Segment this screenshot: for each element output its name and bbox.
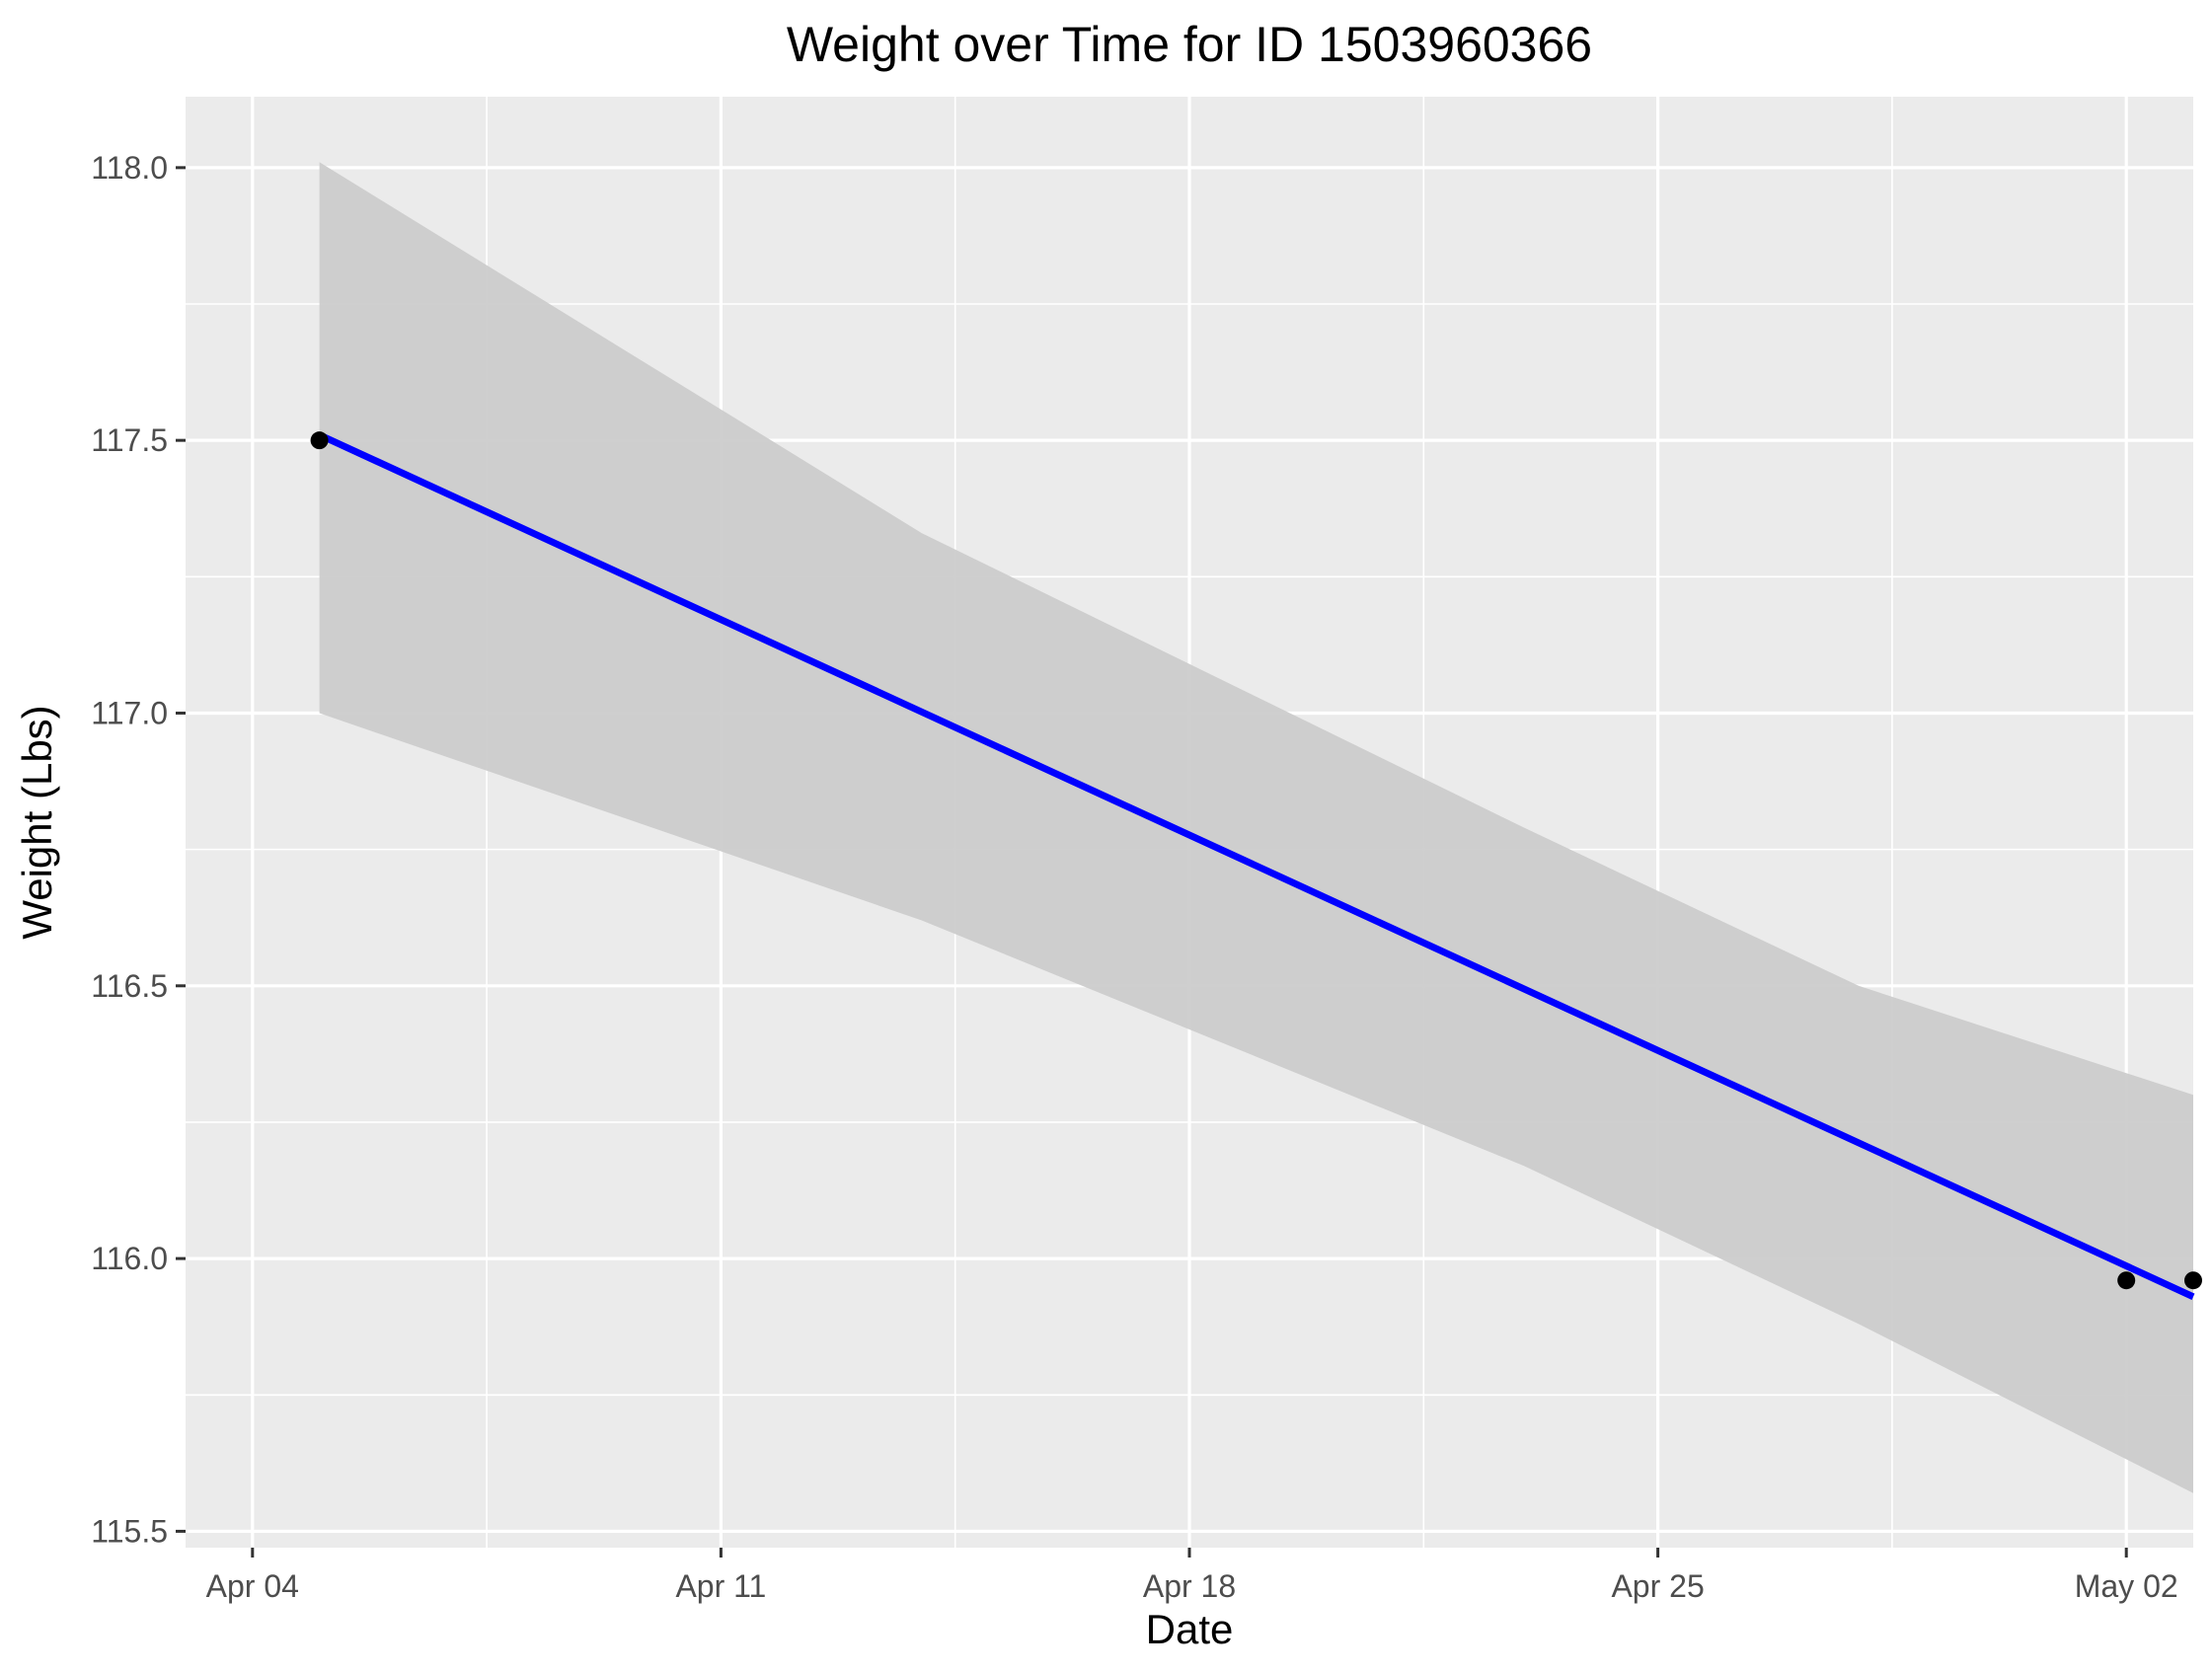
y-tick-label: 118.0 <box>91 150 168 186</box>
y-tick-label: 117.5 <box>91 422 168 458</box>
data-point <box>2117 1271 2136 1290</box>
x-tick-label: Apr 25 <box>1611 1568 1704 1604</box>
y-axis-title: Weight (Lbs) <box>14 705 60 939</box>
x-tick-label: Apr 18 <box>1143 1568 1236 1604</box>
x-axis-title: Date <box>1146 1606 1234 1652</box>
y-tick-label: 116.5 <box>91 968 168 1004</box>
trend-line-layer <box>318 431 2195 1300</box>
x-tick-label: Apr 11 <box>675 1568 766 1604</box>
data-point <box>310 431 329 450</box>
points-layer <box>310 431 2202 1290</box>
y-tick-label: 115.5 <box>91 1513 168 1549</box>
confidence-band <box>319 162 2194 1493</box>
data-point <box>2184 1271 2202 1290</box>
chart-title: Weight over Time for ID 1503960366 <box>787 17 1592 72</box>
y-tick-label: 117.0 <box>91 695 168 730</box>
x-tick-label: May 02 <box>2075 1568 2178 1604</box>
confidence-band-layer <box>319 162 2194 1493</box>
trend-line <box>318 431 2195 1300</box>
y-tick-label: 116.0 <box>91 1241 168 1276</box>
x-tick-label: Apr 04 <box>206 1568 299 1604</box>
x-axis: Apr 04 Apr 11 Apr 18 Apr 25 May 02 <box>206 1548 2178 1604</box>
y-axis: 115.5 116.0 116.5 117.0 117.5 118.0 <box>91 150 186 1549</box>
